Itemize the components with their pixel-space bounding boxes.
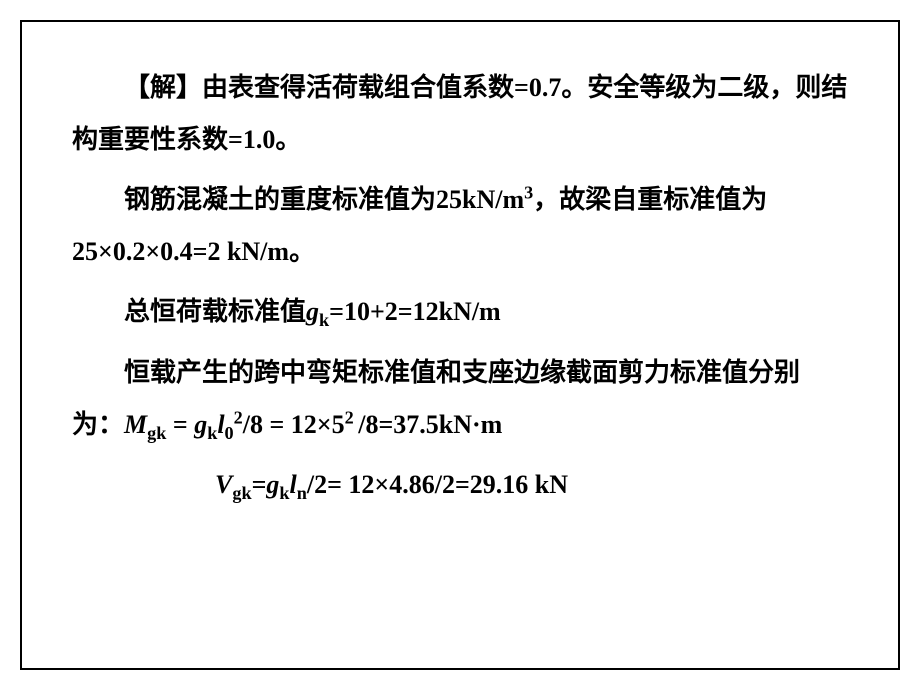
subscript-k: k — [279, 483, 289, 503]
text: 。 — [289, 237, 315, 266]
value: =10+2=12kN/m — [329, 297, 501, 326]
formula-line-2: Vgk=gkln/2= 12×4.86/2=29.16 kN — [72, 459, 848, 512]
text: 钢筋混凝土的重度标准值为 — [124, 185, 436, 214]
variable-M: M — [124, 410, 147, 439]
text: ，故梁自重标准值为 — [533, 185, 767, 214]
text: 总恒荷载标准值 — [124, 297, 306, 326]
value: =0.7 — [514, 73, 561, 102]
superscript-2: 2 — [234, 407, 243, 427]
paragraph-3: 总恒荷载标准值gk=10+2=12kN/m — [72, 286, 848, 339]
subscript-gk: gk — [232, 483, 251, 503]
paragraph-2: 钢筋混凝土的重度标准值为25kN/m3，故梁自重标准值为 25×0.2×0.4=2… — [72, 174, 848, 278]
variable-l: l — [217, 410, 224, 439]
text: 。 — [275, 125, 301, 154]
variable-V: V — [215, 470, 232, 499]
variable-g: g — [306, 297, 319, 326]
variable-g: g — [194, 410, 207, 439]
variable-g: g — [266, 470, 279, 499]
text: 【解】由表查得活荷载组合值系数 — [124, 73, 514, 102]
paragraph-1: 【解】由表查得活荷载组合值系数=0.7。安全等级为二级，则结构重要性系数=1.0… — [72, 62, 848, 166]
superscript: 3 — [524, 182, 533, 202]
subscript-k: k — [207, 423, 217, 443]
superscript-2b: 2 — [345, 407, 359, 427]
value: /2= 12×4.86/2=29.16 kN — [307, 470, 568, 499]
subscript-gk: gk — [147, 423, 166, 443]
value: 25kN/m — [436, 185, 524, 214]
value: 25×0.2×0.4=2 kN/m — [72, 237, 289, 266]
equals: = — [252, 470, 267, 499]
subscript-0: 0 — [225, 423, 234, 443]
equals: = — [166, 410, 194, 439]
subscript-k: k — [319, 310, 329, 330]
variable-l: l — [290, 470, 297, 499]
subscript-n: n — [297, 483, 307, 503]
value: =1.0 — [228, 125, 275, 154]
page-frame: 【解】由表查得活荷载组合值系数=0.7。安全等级为二级，则结构重要性系数=1.0… — [20, 20, 900, 670]
paragraph-4: 恒载产生的跨中弯矩标准值和支座边缘截面剪力标准值分别为：Mgk = gkl02/… — [72, 347, 848, 452]
value: /8 = 12×5 — [243, 410, 345, 439]
value: /8=37.5kN·m — [358, 410, 502, 439]
